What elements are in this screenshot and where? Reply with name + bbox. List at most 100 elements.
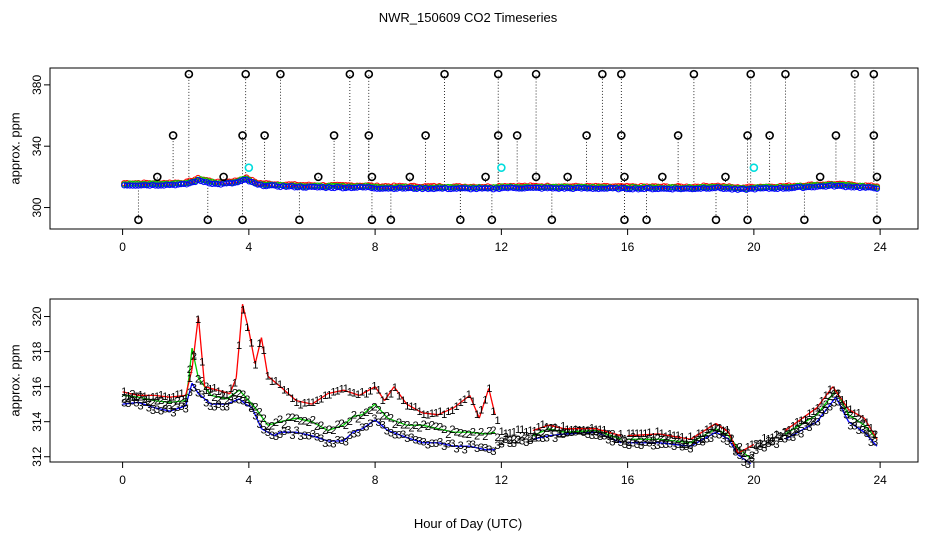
series-line-segment [245, 396, 256, 409]
data-point-series3 [271, 182, 278, 189]
series-marker-3: 3 [540, 433, 546, 445]
series-marker-3: 3 [486, 444, 492, 456]
series-marker-2: 2 [560, 428, 566, 440]
data-point-series3 [677, 186, 685, 193]
series-marker-1: 1 [482, 395, 488, 407]
data-point-series3 [368, 184, 375, 192]
series-marker-1: 1 [224, 389, 230, 401]
data-point-series3 [331, 184, 338, 192]
y-axis-label: approx. ppm [7, 344, 22, 416]
series-marker-3: 3 [138, 400, 144, 412]
series-marker-3: 3 [708, 433, 714, 445]
series-marker-2: 2 [199, 375, 205, 387]
series-line-segment [595, 428, 622, 437]
series-line-segment [387, 429, 407, 439]
data-point-series3 [402, 185, 409, 192]
x-tick-label: 12 [495, 473, 509, 487]
flag-point [276, 69, 285, 79]
series-marker-3: 3 [687, 444, 693, 456]
series-marker-3: 3 [741, 457, 747, 469]
series-marker-1: 1 [847, 404, 853, 416]
series-marker-2: 2 [745, 454, 751, 466]
series-marker-1: 1 [314, 395, 320, 407]
series-marker-1: 1 [843, 399, 849, 411]
data-point-series3 [768, 185, 775, 192]
series-marker-1: 1 [712, 422, 718, 434]
series-marker-1: 1 [597, 424, 603, 436]
series-marker-1: 1 [831, 385, 837, 397]
series-line-segment [343, 389, 360, 397]
series-marker-1: 1 [273, 376, 279, 388]
series-marker-3: 3 [228, 395, 234, 407]
series-marker-1: 1 [412, 401, 418, 413]
data-point-series3 [246, 178, 253, 185]
data-point-series3 [260, 183, 267, 190]
series-marker-3: 3 [359, 422, 365, 434]
series-line-segment [122, 401, 139, 405]
series-marker-3: 3 [129, 396, 135, 408]
data-point-series3 [143, 182, 151, 189]
data-point-series3 [160, 182, 168, 189]
series-marker-2: 2 [655, 433, 661, 445]
series-marker-2: 2 [737, 441, 743, 453]
series-marker-2: 2 [868, 428, 874, 440]
flag-point [743, 215, 752, 225]
series-marker-1: 1 [215, 386, 221, 398]
series-marker-1: 1 [503, 428, 509, 440]
data-point-series3 [308, 183, 315, 190]
series-marker-1: 1 [696, 428, 702, 440]
series-marker-1: 1 [363, 388, 369, 400]
series-marker-2: 2 [224, 395, 230, 407]
highlight-point [749, 163, 759, 172]
series-marker-3: 3 [872, 437, 878, 449]
series-marker-2: 2 [815, 407, 821, 419]
series-line-segment [393, 386, 408, 405]
series-line-segment [238, 398, 247, 405]
series-line-segment [352, 428, 363, 433]
plot-frame [49, 67, 919, 230]
data-point-series3 [652, 185, 659, 193]
x-axis-label: Hour of Day (UTC) [414, 516, 522, 531]
data-point-series3 [831, 183, 838, 190]
series-marker-3: 3 [843, 409, 849, 421]
series-marker-2: 2 [228, 391, 234, 403]
data-point-series3 [282, 183, 290, 190]
series-marker-2: 2 [236, 388, 242, 400]
series-marker-1: 1 [474, 409, 480, 421]
y-tick-label: 300 [30, 197, 44, 217]
series-marker-2: 2 [577, 425, 583, 437]
series-marker-3: 3 [298, 431, 304, 443]
series-marker-2: 2 [741, 448, 747, 460]
series-marker-1: 1 [626, 428, 632, 440]
series-marker-2: 2 [724, 427, 730, 439]
data-point-series3 [632, 185, 639, 192]
series-marker-1: 1 [207, 384, 213, 396]
series-marker-3: 3 [782, 433, 788, 445]
series-marker-2: 2 [527, 433, 533, 445]
series-marker-2: 2 [302, 415, 308, 427]
series-marker-1: 1 [359, 387, 365, 399]
data-point-series3 [714, 184, 721, 191]
flag-point [512, 131, 522, 140]
series-marker-3: 3 [154, 404, 160, 416]
series-marker-1: 1 [732, 445, 738, 457]
series-marker-1: 1 [646, 427, 652, 439]
series-marker-1: 1 [380, 395, 386, 407]
series-marker-1: 1 [810, 406, 816, 418]
series-marker-3: 3 [236, 395, 242, 407]
series-marker-1: 1 [531, 425, 537, 437]
data-point-series3 [618, 185, 625, 192]
series-marker-2: 2 [843, 406, 849, 418]
data-point-series3 [302, 184, 310, 191]
series-marker-2: 2 [675, 434, 681, 446]
series-marker-2: 2 [548, 423, 554, 435]
series-marker-1: 1 [343, 383, 349, 395]
series-line-segment [863, 431, 878, 447]
series-marker-2: 2 [166, 395, 172, 407]
series-line-segment [422, 412, 439, 416]
series-marker-3: 3 [384, 426, 390, 438]
series-line-segment [254, 407, 269, 426]
series-marker-1: 1 [240, 304, 246, 316]
series-marker-3: 3 [851, 420, 857, 432]
series-marker-3: 3 [470, 439, 476, 451]
